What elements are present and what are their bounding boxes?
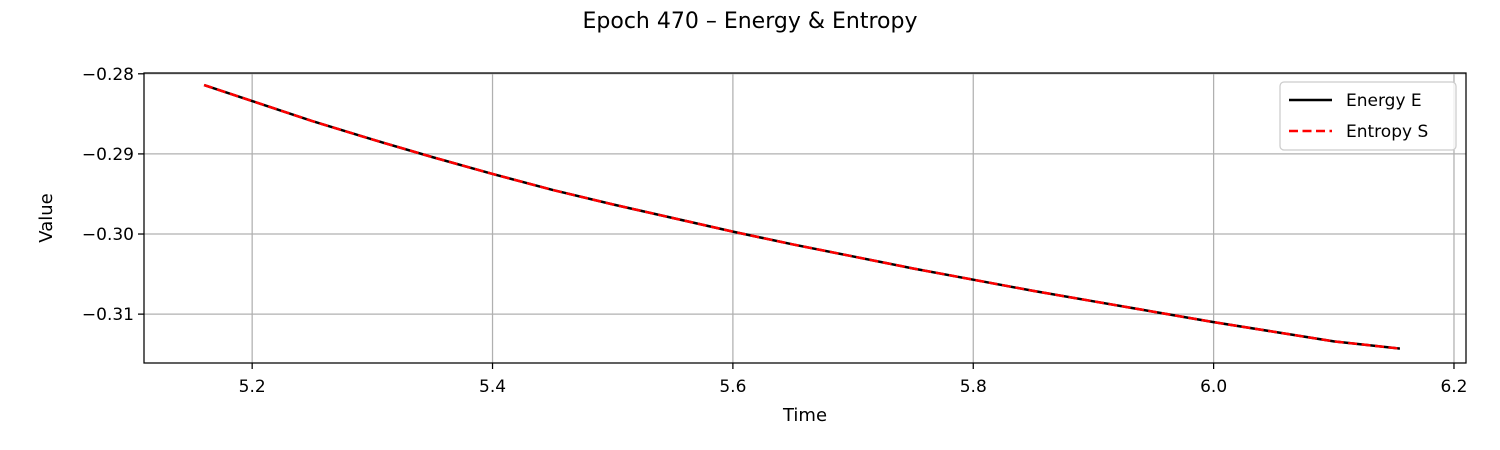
series-line-entropy-s <box>203 83 1401 350</box>
grid <box>144 73 1466 363</box>
x-tick-label: 6.2 <box>1440 377 1467 397</box>
legend-label: Energy E <box>1346 91 1422 111</box>
y-tick-label: −0.29 <box>82 145 134 165</box>
x-tick-label: 5.4 <box>479 377 506 397</box>
y-tick-label: −0.28 <box>82 65 134 85</box>
legend-label: Entropy S <box>1346 122 1428 142</box>
y-axis-label: Value <box>36 193 57 242</box>
chart-title: Epoch 470 – Energy & Entropy <box>583 9 918 34</box>
plot-frame <box>143 72 1467 364</box>
x-axis-label: Time <box>782 405 827 426</box>
axis-ticks: 5.2 5.4 5.6 5.8 6.0 6.2 −0.28 −0.29 −0.30 −0.31 <box>82 65 1468 397</box>
legend: Energy E Entropy S <box>1279 81 1457 151</box>
x-tick-label: 6.0 <box>1200 377 1227 397</box>
x-tick-label: 5.2 <box>239 377 266 397</box>
series-lines <box>203 83 1401 350</box>
x-tick-label: 5.8 <box>960 377 987 397</box>
x-tick-label: 5.6 <box>719 377 746 397</box>
y-tick-label: −0.31 <box>82 305 134 325</box>
plot-area <box>144 73 1466 363</box>
y-tick-label: −0.30 <box>82 225 134 245</box>
